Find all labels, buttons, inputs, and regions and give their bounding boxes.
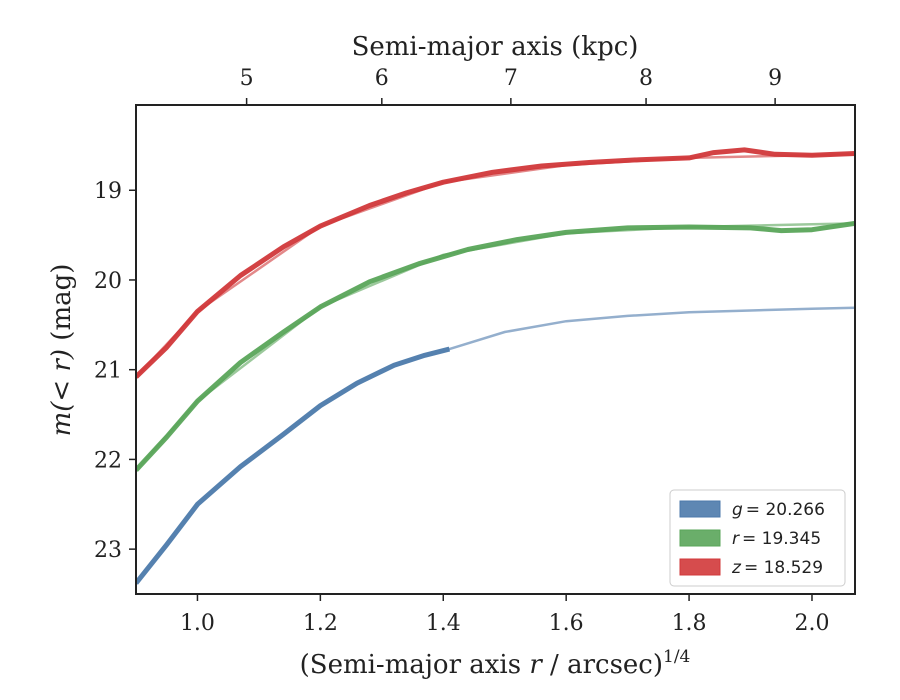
x-tick-label: 1.4 (426, 611, 461, 636)
x-tick-label: 1.0 (180, 611, 215, 636)
x-axis: 1.0 1.2 1.4 1.6 1.8 2.0 (180, 594, 829, 636)
plot-frame (135, 104, 856, 595)
top-tick-label: 8 (639, 66, 653, 91)
top-tick-label: 5 (240, 66, 254, 91)
legend-label-r: r = 19.345 (732, 529, 821, 549)
top-tick-label: 7 (504, 66, 518, 91)
x-tick-label: 2.0 (794, 611, 829, 636)
x-tick-label: 1.2 (303, 611, 338, 636)
x-axis-title: (Semi-major axis r / arcsec)1/4 (300, 647, 691, 680)
series-g-data-band (136, 346, 451, 585)
x-axis-title-variable: r (529, 650, 543, 680)
legend-swatch-z (679, 558, 721, 576)
top-tick-label: 6 (375, 66, 389, 91)
top-tick-label: 9 (768, 66, 782, 91)
y-tick-label: 21 (94, 359, 122, 384)
legend: g = 20.266 r = 19.345 z = 18.529 (669, 489, 846, 587)
x-tick-label: 1.6 (549, 611, 584, 636)
series-g-model-line (448, 306, 855, 351)
legend-label-z: z = 18.529 (731, 558, 823, 578)
y-axis: 19 20 21 22 23 (94, 179, 136, 563)
plot-area (136, 147, 855, 585)
y-axis-title: m(< r) (mag) (47, 264, 77, 437)
y-tick-label: 20 (94, 269, 122, 294)
x-tick-label: 1.8 (672, 611, 707, 636)
x-axis-title-prefix: (Semi-major axis (300, 650, 530, 680)
y-axis-title-unit: (mag) (47, 264, 77, 349)
x-axis-title-suffix: / arcsec) (542, 650, 663, 680)
top-x-axis: 5 6 7 8 9 (240, 66, 782, 105)
y-tick-label: 23 (94, 538, 122, 563)
y-tick-label: 19 (94, 179, 122, 204)
top-axis-title: Semi-major axis (kpc) (352, 32, 639, 62)
legend-label-g: g = 20.266 (732, 500, 825, 520)
series-z-data-band (136, 147, 855, 379)
y-axis-title-math: m(< r) (47, 349, 77, 436)
legend-swatch-g (679, 500, 721, 518)
y-tick-label: 22 (94, 448, 122, 473)
series-r-data-band (136, 220, 855, 472)
legend-swatch-r (679, 529, 721, 547)
x-axis-title-exponent: 1/4 (663, 647, 690, 667)
